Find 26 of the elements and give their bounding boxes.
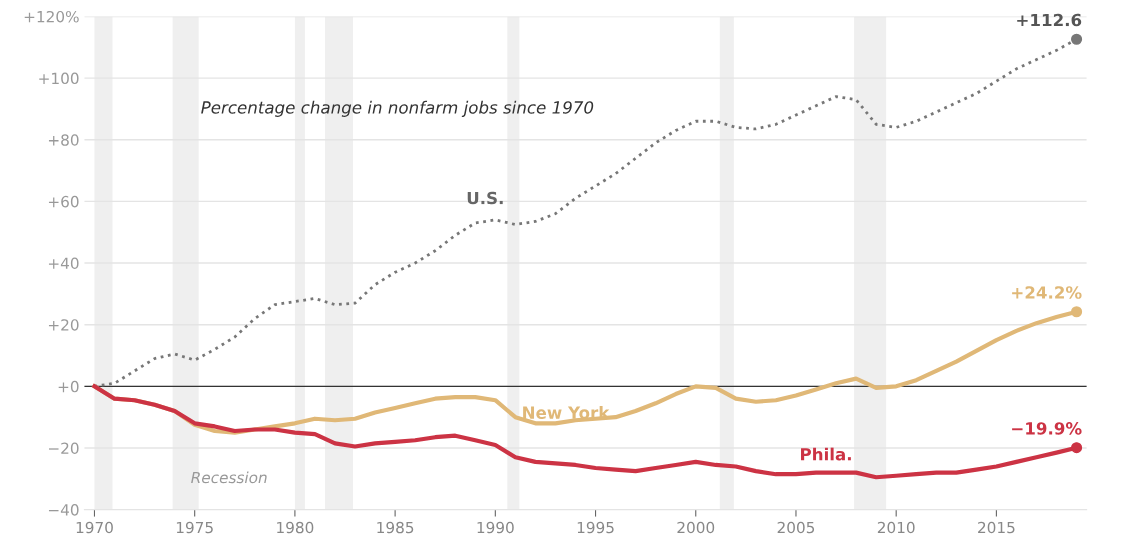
x-tick-label: 1975 (176, 521, 213, 534)
y-tick-label: +0 (58, 380, 79, 393)
x-tick-label: 2000 (677, 521, 715, 534)
data-label: −19.9% (1012, 422, 1082, 435)
y-tick-label: +40 (48, 257, 79, 270)
y-tick-label: +120% (24, 10, 79, 23)
y-tick-label: +20 (48, 319, 79, 331)
x-tick-label: 1995 (577, 521, 614, 534)
y-tick-label: −20 (48, 442, 79, 455)
x-tick-label: 1985 (377, 521, 414, 534)
x-tick-label: 1970 (76, 521, 113, 534)
y-tick-label: +100 (39, 72, 79, 85)
series-label: U.S. (467, 191, 503, 205)
y-tick-label: +80 (48, 134, 79, 146)
x-tick-label: 2015 (978, 521, 1015, 534)
text: Percentage change in nonfarm jobs since 1970 (201, 100, 594, 117)
x-tick-label: 2005 (777, 521, 815, 534)
data-label: +24.2% (1012, 286, 1082, 299)
x-tick-label: 1990 (477, 521, 514, 534)
x-tick-label: 2010 (877, 521, 915, 534)
data-label: +112.6 (1017, 13, 1082, 27)
y-tick-label: +60 (48, 195, 79, 208)
y-tick-label: −40 (48, 504, 79, 516)
annotation: Recession (191, 471, 267, 484)
series-label: Phila. (801, 447, 851, 461)
x-tick-label: 1980 (277, 521, 314, 534)
